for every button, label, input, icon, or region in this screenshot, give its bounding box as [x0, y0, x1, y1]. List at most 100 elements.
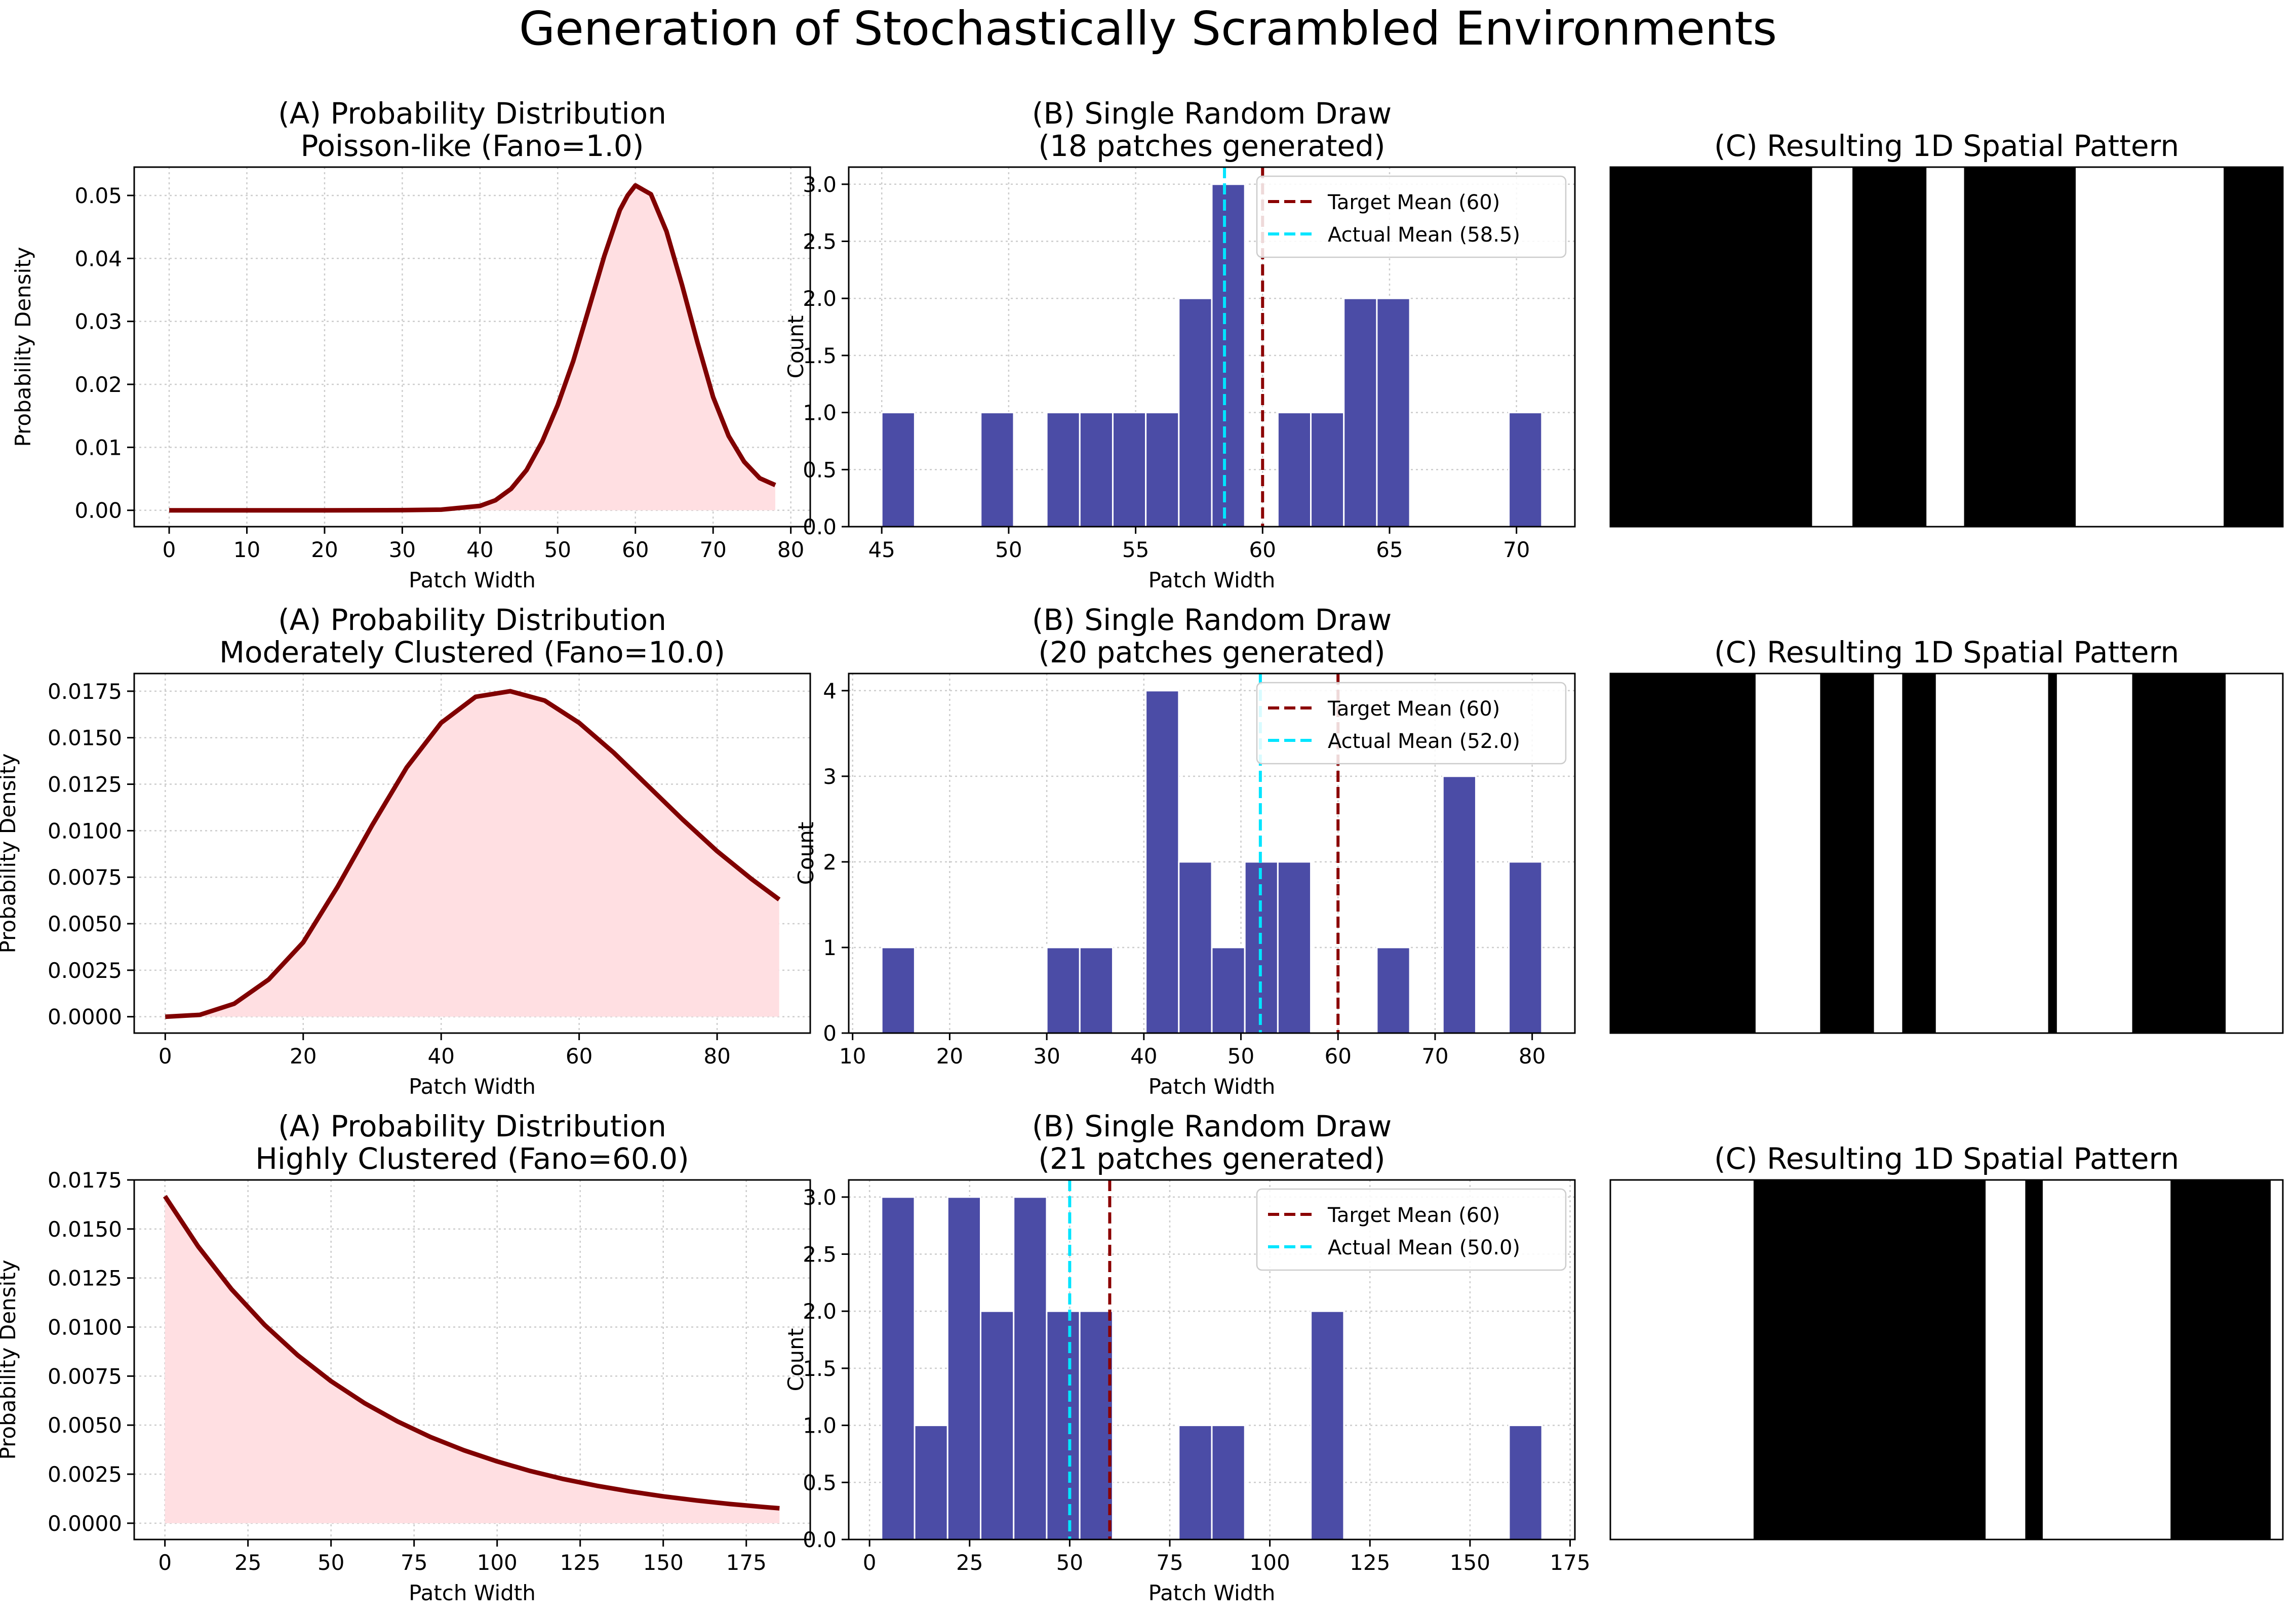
pattern-segment-white [1610, 1180, 1754, 1539]
axes-frame [848, 1179, 1576, 1541]
x-tick-label: 175 [726, 1550, 767, 1575]
panel-subtitle: Poisson-like (Fano=1.0) [301, 129, 644, 163]
histogram-bar [946, 1196, 981, 1541]
pattern-segment-white [2226, 674, 2283, 1033]
histogram-bar [1211, 946, 1246, 1034]
histogram-bar [881, 1196, 916, 1541]
pattern-segment-black [2132, 674, 2226, 1033]
figure-title: Generation of Stochastically Scrambled E… [519, 2, 1777, 56]
panel-a-row1: (A) Probability DistributionPoisson-like… [11, 96, 811, 593]
x-tick-label: 20 [311, 537, 338, 562]
x-tick-label: 0 [863, 1550, 877, 1575]
panel-subtitle: (20 patches generated) [1038, 635, 1385, 669]
y-tick-label: 0.0 [803, 1527, 837, 1552]
y-axis-label: Count [783, 1328, 808, 1392]
x-tick-label: 20 [936, 1044, 963, 1069]
y-tick-label: 0.0000 [48, 1005, 122, 1030]
axes-frame [1609, 673, 2284, 1034]
y-tick-label: 2.5 [803, 229, 837, 254]
y-tick-label: 1.5 [803, 343, 837, 368]
legend-label: Target Mean (60) [1327, 1204, 1500, 1227]
y-tick-label: 0.0100 [48, 1315, 122, 1340]
histogram-bar [1178, 861, 1213, 1034]
pattern-segment-black [2224, 167, 2283, 527]
y-tick-label: 3.0 [803, 172, 837, 197]
pattern-segment-white [1935, 674, 2049, 1033]
panel-title: (C) Resulting 1D Spatial Pattern [1714, 635, 2179, 669]
histogram-bar [1343, 297, 1378, 528]
y-tick-label: 0.0150 [48, 726, 122, 751]
y-tick-label: 0.01 [74, 435, 122, 460]
y-tick-label: 0.0150 [48, 1217, 122, 1242]
pattern-segment-black [1610, 674, 1756, 1033]
x-tick-label: 50 [995, 537, 1022, 562]
x-tick-label: 0 [159, 1044, 172, 1069]
x-tick-label: 75 [401, 1550, 427, 1575]
legend-frame [1256, 175, 1567, 258]
x-tick-label: 80 [777, 537, 804, 562]
x-tick-label: 25 [956, 1550, 983, 1575]
panel-title: (B) Single Random Draw [1032, 96, 1392, 131]
x-tick-label: 125 [1350, 1550, 1390, 1575]
x-tick-label: 40 [466, 537, 493, 562]
y-axis-label: Count [783, 315, 808, 379]
y-tick-label: 0.0175 [48, 679, 122, 704]
histogram-bar [1508, 861, 1543, 1034]
x-tick-label: 50 [1056, 1550, 1083, 1575]
density-fill [165, 691, 779, 1017]
panel-b-row2: (B) Single Random Draw(20 patches genera… [794, 603, 1576, 1099]
y-tick-label: 0.5 [803, 1470, 837, 1495]
histogram-bar [1046, 1310, 1081, 1541]
histogram-bar [1211, 183, 1246, 528]
x-tick-label: 50 [544, 537, 571, 562]
x-axis-label: Patch Width [1149, 1581, 1276, 1605]
y-tick-label: 0.0175 [48, 1168, 122, 1193]
y-tick-label: 0.0050 [48, 1413, 122, 1438]
pattern-segment-black [2170, 1180, 2271, 1539]
x-axis-label: Patch Width [409, 1581, 536, 1605]
histogram-bar [1310, 412, 1345, 528]
axes-frame [1609, 1179, 2284, 1541]
x-tick-label: 75 [1156, 1550, 1183, 1575]
y-tick-label: 0.00 [74, 498, 122, 523]
histogram-bar [1079, 946, 1114, 1034]
x-tick-label: 55 [1122, 537, 1149, 562]
y-tick-label: 2.0 [803, 1299, 837, 1324]
x-axis-label: Patch Width [409, 1074, 536, 1099]
panel-c-row3: (C) Resulting 1D Spatial Pattern [1609, 1141, 2284, 1541]
density-line [165, 689, 781, 1019]
panel-b-row3: (B) Single Random Draw(21 patches genera… [783, 1109, 1591, 1605]
histogram-bar [914, 1425, 948, 1541]
histogram-bar [1508, 1425, 1543, 1541]
x-tick-label: 30 [1033, 1044, 1060, 1069]
y-tick-label: 1.0 [803, 1413, 837, 1438]
histogram-bar [1442, 775, 1477, 1034]
legend-frame [1256, 682, 1567, 765]
x-tick-label: 150 [1450, 1550, 1490, 1575]
axes-frame [133, 1179, 811, 1541]
y-tick-label: 0.0125 [48, 1266, 122, 1291]
x-tick-label: 60 [1324, 1044, 1351, 1069]
panel-title: (A) Probability Distribution [278, 1109, 666, 1143]
axes-frame [848, 673, 1576, 1034]
density-line [163, 1195, 780, 1511]
x-tick-label: 80 [703, 1044, 730, 1069]
x-tick-label: 70 [1421, 1044, 1448, 1069]
x-axis-label: Patch Width [1149, 568, 1276, 593]
x-tick-label: 0 [163, 537, 176, 562]
panel-c-row2: (C) Resulting 1D Spatial Pattern [1609, 635, 2284, 1034]
x-tick-label: 50 [318, 1550, 344, 1575]
axes-frame [133, 673, 811, 1034]
histogram-bar [1277, 861, 1312, 1034]
pattern-segment-black [2025, 1180, 2043, 1539]
y-tick-label: 0.0025 [48, 958, 122, 983]
histogram-bar [1046, 412, 1081, 528]
legend-label: Actual Mean (50.0) [1328, 1236, 1520, 1259]
axes-frame [1609, 166, 2284, 528]
pattern-segment-black [1820, 674, 1875, 1033]
x-tick-label: 70 [1503, 537, 1530, 562]
histogram-bar [1079, 1310, 1114, 1541]
